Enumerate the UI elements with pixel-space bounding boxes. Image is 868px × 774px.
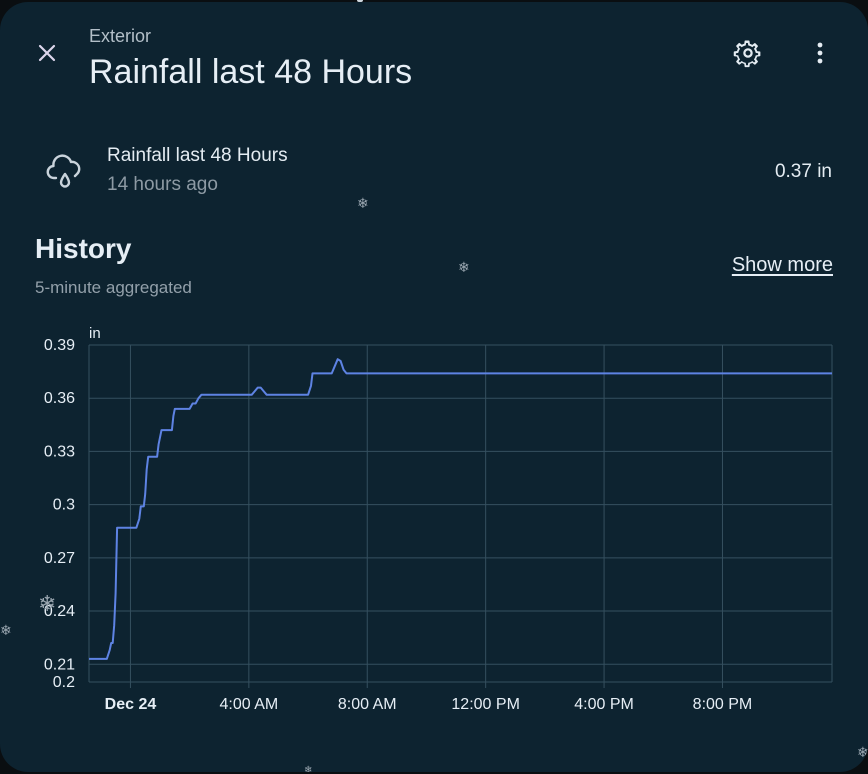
close-button[interactable] <box>27 33 67 73</box>
y-tick-label: 0.3 <box>53 497 75 514</box>
x-tick-label: 8:00 PM <box>693 696 753 713</box>
rainfall-series-line <box>89 358 832 660</box>
dialog-title: Rainfall last 48 Hours <box>89 53 413 91</box>
dialog-breadcrumb: Exterior <box>89 26 152 46</box>
x-tick-label: 8:00 AM <box>338 696 397 713</box>
entity-last-changed[interactable]: 14 hours ago <box>107 174 218 195</box>
history-heading: History <box>35 233 132 264</box>
x-tick-label: Dec 24 <box>105 696 157 713</box>
more-options-button[interactable] <box>800 33 840 73</box>
y-tick-label: 0.24 <box>44 603 75 620</box>
y-axis-unit-label: in <box>89 325 101 342</box>
top-edge-mark <box>357 0 363 2</box>
snowflake-icon: ❄ <box>0 622 12 638</box>
snowflake-icon: ❄ <box>458 259 470 275</box>
x-tick-label: 4:00 AM <box>219 696 278 713</box>
weather-pouring-icon <box>46 154 81 188</box>
entity-name: Rainfall last 48 Hours <box>107 145 288 166</box>
snowflake-icon: ❄ <box>38 591 57 616</box>
entity-state-value: 0.37 in <box>774 161 832 182</box>
x-tick-label: 4:00 PM <box>574 696 634 713</box>
more-vert-icon <box>817 42 823 64</box>
y-tick-label: 0.39 <box>44 337 75 354</box>
y-tick-label: 0.36 <box>44 390 75 407</box>
x-tick-label: 12:00 PM <box>451 696 519 713</box>
y-tick-label: 0.2 <box>53 674 75 691</box>
y-tick-label: 0.21 <box>44 656 75 673</box>
y-tick-label: 0.27 <box>44 550 75 567</box>
snowflake-icon: ❄ <box>304 765 313 772</box>
snowflake-icon: ❄ <box>857 744 868 760</box>
close-icon <box>38 44 56 62</box>
show-more-link[interactable]: Show more <box>731 254 833 276</box>
snowflake-icon: ❄ <box>357 195 369 211</box>
history-aggregation-note: 5-minute aggregated <box>35 278 192 297</box>
y-tick-label: 0.33 <box>44 443 75 460</box>
